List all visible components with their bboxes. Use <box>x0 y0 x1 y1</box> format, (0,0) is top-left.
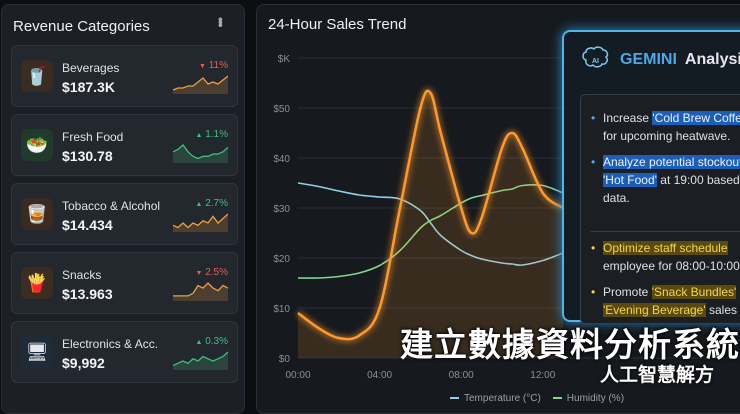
svg-text:AI: AI <box>592 58 599 65</box>
analysis-title: Analysis <box>684 51 740 68</box>
sparkline <box>173 213 228 232</box>
chips-icon: 🍟 <box>21 267 53 299</box>
category-name: Snacks <box>62 268 102 282</box>
legend-temperature: Temperature (°C) <box>450 393 541 405</box>
category-card[interactable]: 🍟 Snacks $13.963 ▼ 2.5% <box>11 252 238 314</box>
change-badge: ▼ 11% <box>199 60 228 71</box>
x-tick-label: 12:00 <box>530 370 555 381</box>
category-card[interactable]: 🖥 Electronics & Acc. $9,992 ▲ 0.3% <box>11 321 238 383</box>
y-tick-label: $50 <box>273 104 290 115</box>
chart-legend: Temperature (°C) Humidity (%) <box>450 393 624 405</box>
legend-humidity: Humidity (%) <box>552 393 624 405</box>
sparkline <box>173 282 228 301</box>
x-tick-label: 00:00 <box>285 370 310 381</box>
sparkline <box>173 75 228 94</box>
series-sales-area <box>298 90 564 358</box>
y-tick-label: $10 <box>273 304 290 315</box>
iced-coffee-icon: 🥤 <box>21 60 53 92</box>
ai-brain-icon: AI <box>582 46 609 68</box>
y-tick-label: $20 <box>273 254 290 265</box>
y-tick-label: $0 <box>279 354 291 365</box>
gemini-header: AI GEMINI Analysis <box>580 46 740 74</box>
triangle-up-icon: ▲ <box>195 201 203 208</box>
overlay-subtitle: 人工智慧解方 <box>600 364 715 386</box>
y-tick-label: $30 <box>273 204 290 215</box>
x-tick-label: 08:00 <box>449 370 474 381</box>
insights-list: •Increase 'Cold Brew Coffee'for upcoming… <box>580 94 740 324</box>
series-humidity-line <box>297 183 564 279</box>
category-value: $9,992 <box>62 355 105 371</box>
category-card[interactable]: 🥤 Beverages $187.3K ▼ 11% <box>11 45 238 107</box>
category-value: $187.3K <box>62 79 115 95</box>
category-name: Tobacco & Alcohol <box>62 199 161 213</box>
chart-title: 24-Hour Sales Trend <box>268 16 407 33</box>
category-card[interactable]: 🥃 Tobacco & Alcohol $14.434 ▲ 2.7% <box>11 183 238 245</box>
gemini-analysis-panel: AI GEMINI Analysis •Increase 'Cold Brew … <box>562 30 740 324</box>
triangle-up-icon: ▲ <box>195 339 203 346</box>
series-sales-line <box>297 89 564 341</box>
change-badge: ▼ 2.5% <box>195 267 228 278</box>
triangle-up-icon: ▲ <box>195 132 203 139</box>
electronics-icon: 🖥 <box>21 336 53 368</box>
category-value: $130.78 <box>62 148 113 164</box>
more-options-icon[interactable]: ••• <box>213 17 229 26</box>
sparkline <box>173 144 228 163</box>
panel-title: Revenue Categories <box>13 18 150 35</box>
revenue-categories-panel: Revenue Categories ••• 🥤 Beverages $187.… <box>1 4 245 414</box>
category-name: Electronics & Acc. <box>62 337 159 351</box>
category-name: Fresh Food <box>62 130 124 144</box>
gemini-brand: GEMINI <box>620 51 677 68</box>
triangle-down-icon: ▼ <box>199 63 206 70</box>
category-name: Beverages <box>62 61 120 75</box>
divider <box>591 231 740 232</box>
series-temperature-line <box>297 182 564 266</box>
liquor-icon: 🥃 <box>21 198 53 230</box>
change-badge: ▲ 2.7% <box>195 198 228 209</box>
overlay-title: 建立數據資料分析系統 <box>400 325 740 364</box>
category-card[interactable]: 🥗 Fresh Food $130.78 ▲ 1.1% <box>11 114 238 176</box>
category-value: $13.963 <box>62 286 113 302</box>
x-tick-label: 04:00 <box>367 370 392 381</box>
category-value: $14.434 <box>62 217 113 233</box>
salad-icon: 🥗 <box>21 129 53 161</box>
sparkline <box>173 351 228 370</box>
y-tick-label: $K <box>278 54 291 65</box>
y-tick-label: $40 <box>273 154 290 165</box>
triangle-down-icon: ▼ <box>195 270 203 277</box>
change-badge: ▲ 0.3% <box>195 336 228 347</box>
change-badge: ▲ 1.1% <box>195 129 228 140</box>
